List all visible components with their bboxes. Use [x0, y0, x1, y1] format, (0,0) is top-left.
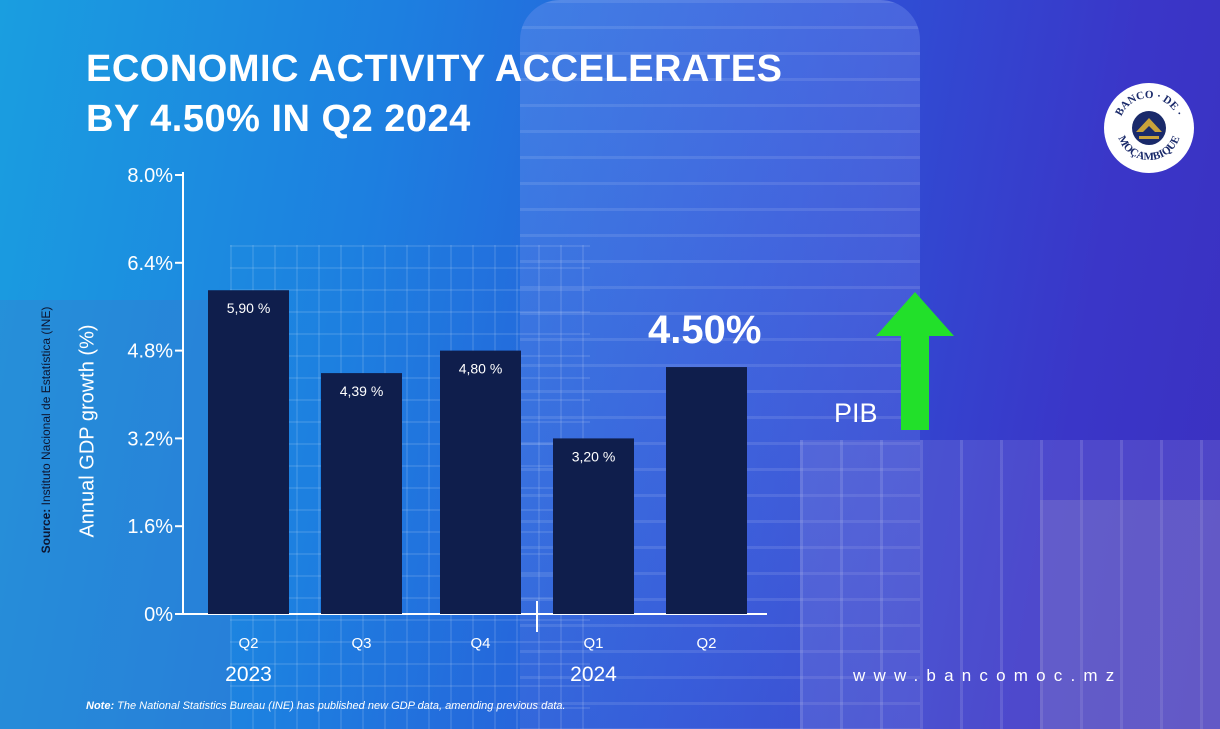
- bar: [321, 373, 402, 614]
- source-label: Source:: [39, 508, 53, 554]
- background-building-mid: [230, 245, 590, 729]
- website-url: www.bancomoc.mz: [853, 666, 1123, 685]
- year-label: 2023: [225, 663, 272, 686]
- y-tick-label: 8.0%: [127, 165, 173, 187]
- page-title: ECONOMIC ACTIVITY ACCELERATES BY 4.50% I…: [86, 44, 806, 144]
- data-label: 3,20 %: [572, 448, 616, 464]
- bars: 5,90 % 4,39 % 4,80 % 3,20 %: [208, 290, 747, 614]
- category-labels: Q2 Q3 Q4 Q1 Q2: [238, 635, 716, 652]
- bar: [553, 438, 634, 614]
- y-tick-label: 3.2%: [127, 428, 173, 450]
- y-tick-label: 4.8%: [127, 341, 173, 363]
- footnote: Note: The National Statistics Bureau (IN…: [86, 700, 566, 712]
- background-building-left: [0, 300, 230, 729]
- indicator-label: PIB: [834, 398, 878, 428]
- y-axis-label: Annual GDP growth (%): [76, 324, 99, 538]
- year-labels: 2023 2024: [225, 663, 617, 686]
- category-label: Q1: [583, 635, 603, 652]
- category-label: Q3: [351, 635, 371, 652]
- title-line-2: BY 4.50% IN Q2 2024: [86, 98, 471, 140]
- source-credit: Source: Instituto Nacional de Estatístic…: [39, 307, 53, 554]
- bar: [440, 350, 521, 614]
- data-label: 4,39 %: [340, 383, 384, 399]
- y-axis-ticks: 0% 1.6% 3.2% 4.8% 6.4% 8.0%: [127, 165, 183, 626]
- y-tick-label: 0%: [144, 604, 173, 626]
- data-label: 4,80 %: [459, 361, 503, 377]
- y-tick-label: 6.4%: [127, 253, 173, 275]
- up-arrow-icon: [876, 292, 954, 430]
- category-label: Q2: [238, 635, 258, 652]
- background-building-right: [800, 440, 1220, 729]
- highlight-value: 4.50%: [648, 308, 762, 352]
- y-tick-label: 1.6%: [127, 516, 173, 538]
- note-text: The National Statistics Bureau (INE) has…: [114, 700, 566, 712]
- bar: [666, 367, 747, 614]
- title-line-1: ECONOMIC ACTIVITY ACCELERATES: [86, 48, 783, 90]
- note-label: Note:: [86, 700, 115, 712]
- year-label: 2024: [570, 663, 617, 686]
- bar: [208, 290, 289, 614]
- banco-de-mocambique-logo: BANCO · DE · MOÇAMBIQUE: [1104, 83, 1194, 173]
- data-label: 5,90 %: [227, 300, 271, 316]
- background-building-far-right: [1040, 500, 1220, 729]
- category-label: Q4: [470, 635, 490, 652]
- source-text: Instituto Nacional de Estatística (INE): [39, 306, 53, 509]
- category-label: Q2: [696, 635, 716, 652]
